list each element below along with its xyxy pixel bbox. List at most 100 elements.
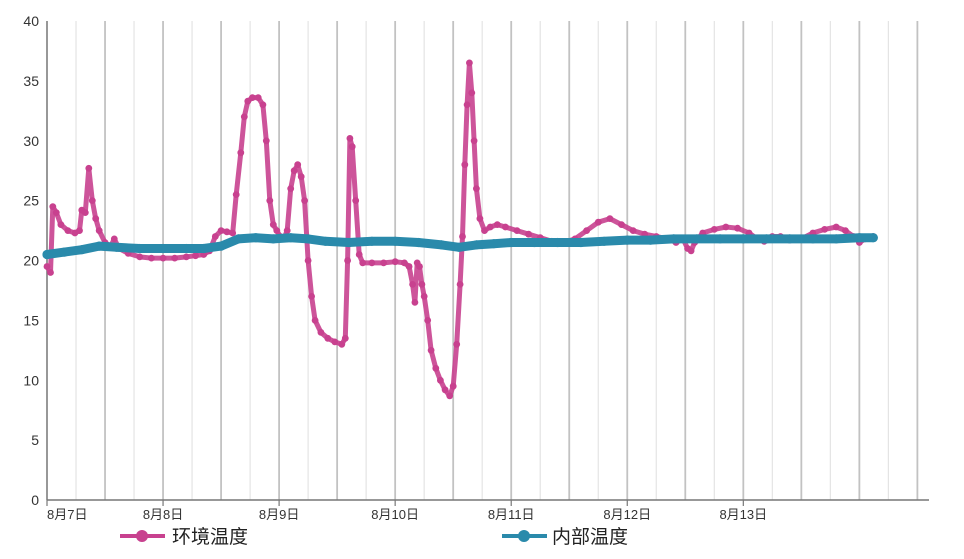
data-point (854, 233, 865, 243)
data-point (390, 236, 400, 246)
data-point (868, 233, 878, 243)
data-point (338, 340, 346, 348)
legend-item-internal-temperature: 内部温度 (502, 526, 628, 548)
data-point (229, 229, 237, 237)
data-point (473, 185, 480, 193)
data-point (476, 215, 484, 223)
data-point (324, 334, 332, 342)
data-point (64, 227, 72, 235)
data-point (401, 259, 408, 267)
data-point (254, 94, 262, 101)
data-point (380, 259, 387, 267)
data-point (710, 226, 718, 233)
legend-item-ambient-temperature: 环境温度 (120, 526, 248, 548)
y-tick-label: 5 (31, 432, 39, 448)
x-tick-label: 8月8日 (143, 507, 183, 522)
data-point (94, 241, 104, 251)
data-point (223, 228, 231, 236)
data-point (47, 269, 54, 276)
data-point (237, 149, 245, 157)
data-point (629, 227, 637, 235)
data-point (461, 161, 469, 169)
data-point (52, 209, 60, 217)
data-point (424, 317, 432, 324)
data-point (738, 234, 748, 244)
x-tick-label: 8月13日 (719, 507, 767, 522)
data-point (77, 245, 87, 255)
data-point (722, 223, 730, 231)
data-point (622, 235, 632, 245)
data-point (240, 113, 248, 121)
y-tick-label: 15 (23, 312, 39, 328)
data-point (493, 221, 501, 229)
x-tick-label: 8月10日 (371, 507, 419, 522)
y-tick-label: 10 (23, 372, 39, 388)
data-point (59, 247, 69, 257)
legend-label: 内部温度 (552, 526, 628, 548)
data-point (49, 203, 57, 211)
data-point (311, 317, 319, 324)
data-point (42, 249, 52, 260)
y-tick-label: 30 (23, 133, 39, 149)
data-point (297, 173, 305, 181)
data-point (715, 234, 725, 244)
data-point (211, 233, 219, 240)
data-point (171, 254, 179, 262)
watermark-logo-icon (9, 532, 40, 548)
data-point (112, 242, 122, 252)
data-point (266, 197, 274, 205)
data-point (618, 221, 625, 229)
data-point (785, 234, 795, 244)
data-point (420, 293, 428, 300)
data-point (513, 227, 521, 235)
data-point (244, 97, 252, 105)
data-point (456, 281, 464, 288)
data-point (217, 227, 225, 235)
data-point (502, 223, 509, 231)
data-point (529, 237, 540, 248)
data-point (405, 263, 413, 270)
data-point (320, 236, 331, 246)
data-point (135, 243, 145, 254)
data-point (368, 259, 376, 267)
data-point (286, 233, 296, 243)
data-point (273, 227, 281, 235)
data-point (181, 243, 191, 254)
data-point (344, 237, 354, 248)
data-point (669, 234, 679, 244)
data-point (468, 89, 476, 97)
data-point (449, 382, 457, 390)
series-layer (42, 59, 878, 400)
data-point (808, 234, 818, 244)
y-tick-label: 0 (31, 492, 39, 508)
data-point (471, 240, 481, 250)
data-point (470, 137, 478, 145)
series-line (44, 60, 876, 399)
data-point (76, 227, 83, 235)
x-tick-label: 8月11日 (488, 507, 535, 522)
data-point (57, 221, 65, 229)
watermark-text: 大数跨境 (44, 531, 108, 550)
data-point (832, 223, 840, 231)
data-point (159, 254, 167, 262)
legend-marker-icon (136, 530, 148, 542)
data-point (294, 161, 302, 169)
data-point (301, 197, 308, 205)
data-point (262, 137, 270, 145)
data-point (553, 237, 563, 248)
data-point (81, 209, 89, 217)
axes: 0 5 10 15 20 25 30 35 40 8月7日 8月8日 8月9日 8月10日 8月11日 8月… (23, 13, 929, 522)
data-point (344, 257, 351, 264)
data-point (831, 234, 841, 244)
data-point (110, 235, 118, 243)
data-point (583, 227, 590, 235)
data-point (249, 94, 256, 101)
y-tick-label: 25 (23, 193, 39, 209)
data-point (85, 164, 93, 172)
data-point (842, 227, 849, 235)
data-point (734, 224, 741, 232)
data-point (463, 101, 471, 109)
data-point (446, 392, 454, 400)
grid-lines (75, 21, 919, 500)
